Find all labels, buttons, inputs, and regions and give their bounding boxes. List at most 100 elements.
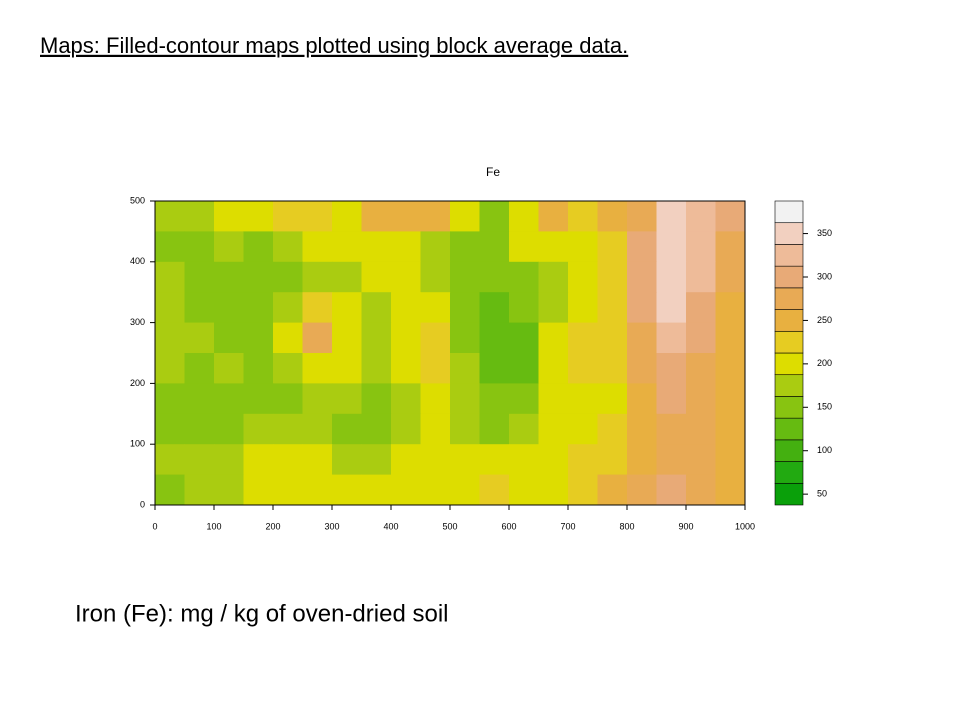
cell [715,353,746,384]
x-tick-label: 500 [442,521,457,531]
cell [391,292,421,324]
cell [538,353,569,384]
cell [627,353,657,384]
colorbar-label: 100 [817,445,832,455]
y-tick-label: 400 [130,256,145,266]
x-tick-label: 800 [619,521,634,531]
cell [538,292,569,324]
cell [243,261,274,293]
cell [509,231,539,263]
cell [184,353,215,384]
cell [450,444,480,476]
cell [597,444,628,476]
cell [155,353,185,384]
cell [361,474,392,506]
cell [597,231,628,263]
cell [597,261,628,293]
x-tick-label: 100 [206,521,221,531]
cell [479,201,510,232]
cell [302,444,333,476]
cell [686,474,716,506]
cell [479,353,510,384]
cell [361,201,392,232]
cell [686,383,716,415]
cell [243,383,274,415]
colorbar-label: 150 [817,402,832,412]
cell [715,292,746,324]
cell [686,201,716,232]
cell [420,383,451,415]
cell [214,383,244,415]
cell [627,383,657,415]
cell [273,474,303,506]
cell [538,201,569,232]
cell [568,474,598,506]
cell [273,444,303,476]
cell [184,231,215,263]
cell [184,292,215,324]
cell [656,474,687,506]
cell [715,444,746,476]
cell [302,353,333,384]
cell [568,444,598,476]
colorbar-box [774,417,804,441]
colorbar-box [774,287,804,310]
cell [479,444,510,476]
cell [361,353,392,384]
cell [597,353,628,384]
cell [597,322,628,354]
cell [656,292,687,324]
cell [302,322,333,354]
colorbar-label: 300 [817,271,832,281]
cell [656,201,687,232]
cell [686,444,716,476]
cell [214,322,244,354]
cell [538,413,569,445]
cell [627,322,657,354]
cell [656,444,687,476]
cell [450,383,480,415]
cell [332,474,362,506]
y-tick-label: 200 [130,378,145,388]
cell [332,292,362,324]
cell [302,292,333,324]
cell [420,292,451,324]
cell [332,383,362,415]
cell [420,353,451,384]
cell [420,444,451,476]
cell [391,201,421,232]
cell [686,292,716,324]
cell [509,201,539,232]
cell [302,383,333,415]
cell [273,261,303,293]
cell [391,322,421,354]
colorbar-box [774,265,804,289]
cell [568,353,598,384]
cell [214,261,244,293]
cell [509,292,539,324]
cell [479,322,510,354]
cell [450,292,480,324]
cell [391,413,421,445]
cell [597,413,628,445]
cell [302,261,333,293]
cell [243,231,274,263]
cell [627,201,657,232]
cell [568,322,598,354]
cell [420,231,451,263]
cell [568,261,598,293]
cell [273,322,303,354]
cell [361,292,392,324]
cell [214,474,244,506]
cell [361,444,392,476]
cell [391,231,421,263]
cell [155,261,185,293]
cell [450,413,480,445]
cell [538,383,569,415]
cell [155,201,185,232]
cell [155,413,185,445]
cell [361,231,392,263]
cell [538,322,569,354]
cell [155,231,185,263]
cell [273,383,303,415]
